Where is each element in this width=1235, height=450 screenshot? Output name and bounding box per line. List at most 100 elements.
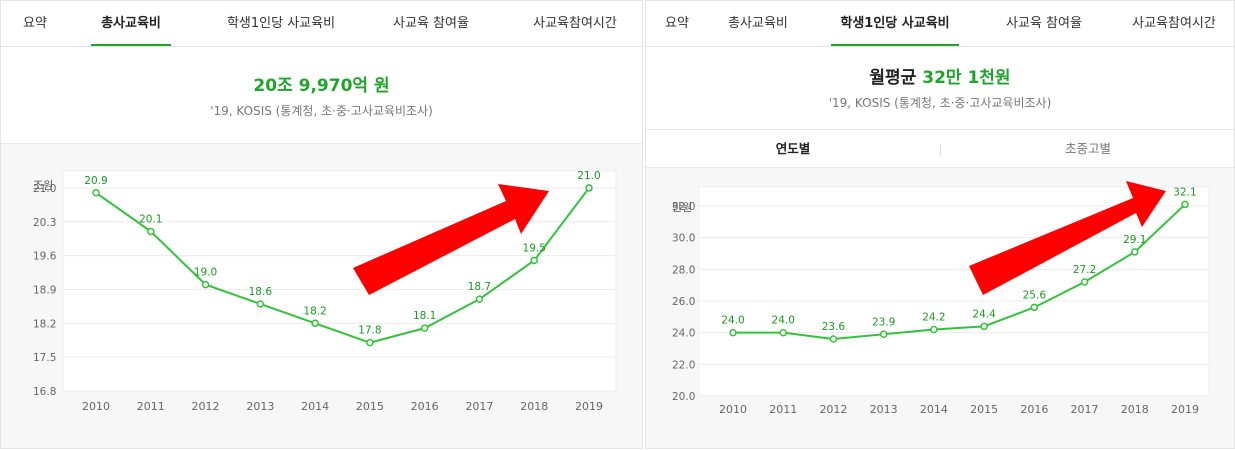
data-point: [420, 324, 429, 332]
data-label: 18.7: [468, 281, 491, 293]
y-tick-label: 19.6: [33, 251, 57, 263]
data-point: [1181, 200, 1189, 209]
series-line: [733, 203, 1186, 341]
right-tab-total-cost[interactable]: 총사교육비: [728, 16, 788, 31]
right-tab-participation-time[interactable]: 사교육참여시간: [1132, 16, 1216, 31]
data-point: [366, 338, 374, 347]
x-tick-label: 2011: [137, 400, 165, 413]
data-label: 20.9: [84, 175, 107, 187]
data-label: 27.2: [1073, 264, 1096, 276]
y-tick-label: 21.0: [33, 183, 56, 195]
left-tab-participation-time[interactable]: 사교육참여시간: [533, 16, 617, 31]
left-tab-per-student[interactable]: 학생1인당 사교육비: [226, 16, 336, 31]
right-headline-value: 32만 1천원: [922, 68, 1011, 88]
x-tick-label: 2012: [192, 400, 220, 413]
x-tick-label: 2010: [82, 400, 110, 413]
data-label: 19.0: [194, 267, 217, 279]
data-label: 24.0: [772, 315, 795, 327]
data-point: [585, 184, 593, 192]
right-headline: 월평균 32만 1천원: [646, 63, 1234, 88]
y-tick-label: 18.2: [33, 318, 56, 330]
series-line: [95, 187, 590, 344]
x-tick-label: 2018: [1121, 403, 1149, 416]
y-tick-label: 20.3: [33, 217, 56, 229]
x-tick-label: 2019: [1171, 403, 1199, 416]
y-tick-label: 20.0: [672, 391, 695, 403]
data-point: [311, 319, 319, 328]
left-source: '19, KOSIS (통계청, 초·중·고사교육비조사): [210, 104, 433, 118]
y-tick-label: 26.0: [672, 296, 695, 308]
right-headline-prefix: 월평균: [869, 68, 917, 88]
data-label: 18.1: [413, 310, 436, 322]
data-label: 19.5: [523, 242, 546, 254]
y-tick-label: 32.0: [672, 201, 695, 213]
x-tick-label: 2013: [870, 403, 898, 416]
data-point: [980, 322, 988, 331]
data-label: 18.6: [249, 286, 273, 298]
left-tab-total-cost[interactable]: 총사교육비: [91, 1, 171, 46]
data-point: [930, 325, 938, 334]
data-label: 21.0: [577, 170, 600, 182]
y-tick-label: 17.5: [33, 352, 56, 364]
x-tick-label: 2016: [411, 400, 439, 413]
right-tab-bar: 요약 총사교육비 학생1인당 사교육비 사교육 참여율 사교육참여시간: [646, 1, 1234, 47]
right-panel: 요약 총사교육비 학생1인당 사교육비 사교육 참여율 사교육참여시간 월평균 …: [645, 0, 1235, 449]
right-tab-per-student[interactable]: 학생1인당 사교육비: [831, 1, 959, 46]
data-point: [256, 300, 265, 308]
data-point: [201, 280, 210, 289]
y-axis-label: 조원: [33, 179, 53, 192]
y-tick-label: 28.0: [672, 264, 695, 276]
y-tick-label: 22.0: [672, 359, 695, 371]
x-tick-label: 2019: [575, 400, 603, 413]
data-point: [1080, 278, 1089, 286]
left-headline: 20조 9,970억 원: [253, 76, 390, 96]
x-tick-label: 2017: [1071, 403, 1099, 416]
data-label: 25.6: [1023, 289, 1047, 301]
left-headline-box: 20조 9,970억 원: [1, 71, 642, 96]
subtab-separator: [940, 144, 941, 156]
y-tick-label: 24.0: [672, 328, 695, 340]
data-point: [779, 328, 787, 337]
left-source-box: '19, KOSIS (통계청, 초·중·고사교육비조사): [1, 102, 642, 119]
x-tick-label: 2017: [465, 400, 493, 413]
x-tick-label: 2012: [819, 403, 847, 416]
trend-arrow-icon: [969, 181, 1166, 295]
data-label: 18.2: [303, 305, 326, 317]
x-tick-label: 2016: [1020, 403, 1048, 416]
plot-background: [698, 186, 1210, 397]
x-tick-label: 2014: [920, 403, 948, 416]
data-point: [729, 328, 737, 337]
right-subtab-by-year[interactable]: 연도별: [775, 141, 811, 156]
x-tick-label: 2011: [769, 403, 797, 416]
right-line-chart: 20.0 22.0 24.0 26.0 28.0 30.0 32.0만원 2010 2011 20…: [672, 181, 1210, 416]
data-label: 23.9: [872, 316, 895, 328]
x-tick-label: 2015: [970, 403, 998, 416]
x-tick-label: 2015: [356, 400, 384, 413]
data-label: 24.0: [721, 315, 744, 327]
data-label: 20.1: [139, 213, 162, 225]
left-tab-participation-rate[interactable]: 사교육 참여율: [393, 16, 469, 31]
data-label: 29.1: [1123, 234, 1146, 246]
data-point: [1030, 303, 1039, 312]
trend-arrow-icon: [353, 184, 549, 295]
x-tick-label: 2018: [520, 400, 548, 413]
right-tab-participation-rate[interactable]: 사교육 참여율: [1006, 16, 1082, 31]
data-label: 24.2: [922, 312, 945, 324]
data-label: 23.6: [822, 321, 846, 333]
right-tab-summary[interactable]: 요약: [665, 16, 689, 31]
data-point: [829, 335, 838, 343]
data-point: [530, 256, 538, 265]
data-label: 24.4: [972, 308, 996, 320]
right-subtab-by-school-level[interactable]: 초중고별: [1064, 141, 1111, 156]
y-tick-label: 30.0: [672, 233, 695, 245]
data-point: [147, 227, 155, 236]
left-panel: 요약 총사교육비 학생1인당 사교육비 사교육 참여율 사교육참여시간 20조 …: [0, 0, 643, 449]
left-tab-summary[interactable]: 요약: [23, 16, 47, 31]
right-headline-box: 월평균 32만 1천원: [646, 63, 1234, 88]
y-axis-label: 만원: [672, 201, 692, 214]
right-subtab-bar: 연도별 초중고별: [646, 129, 1234, 167]
right-source: '19, KOSIS (통계청, 초·중·고사교육비조사): [828, 96, 1052, 110]
data-point: [879, 330, 888, 338]
data-point: [475, 295, 484, 303]
